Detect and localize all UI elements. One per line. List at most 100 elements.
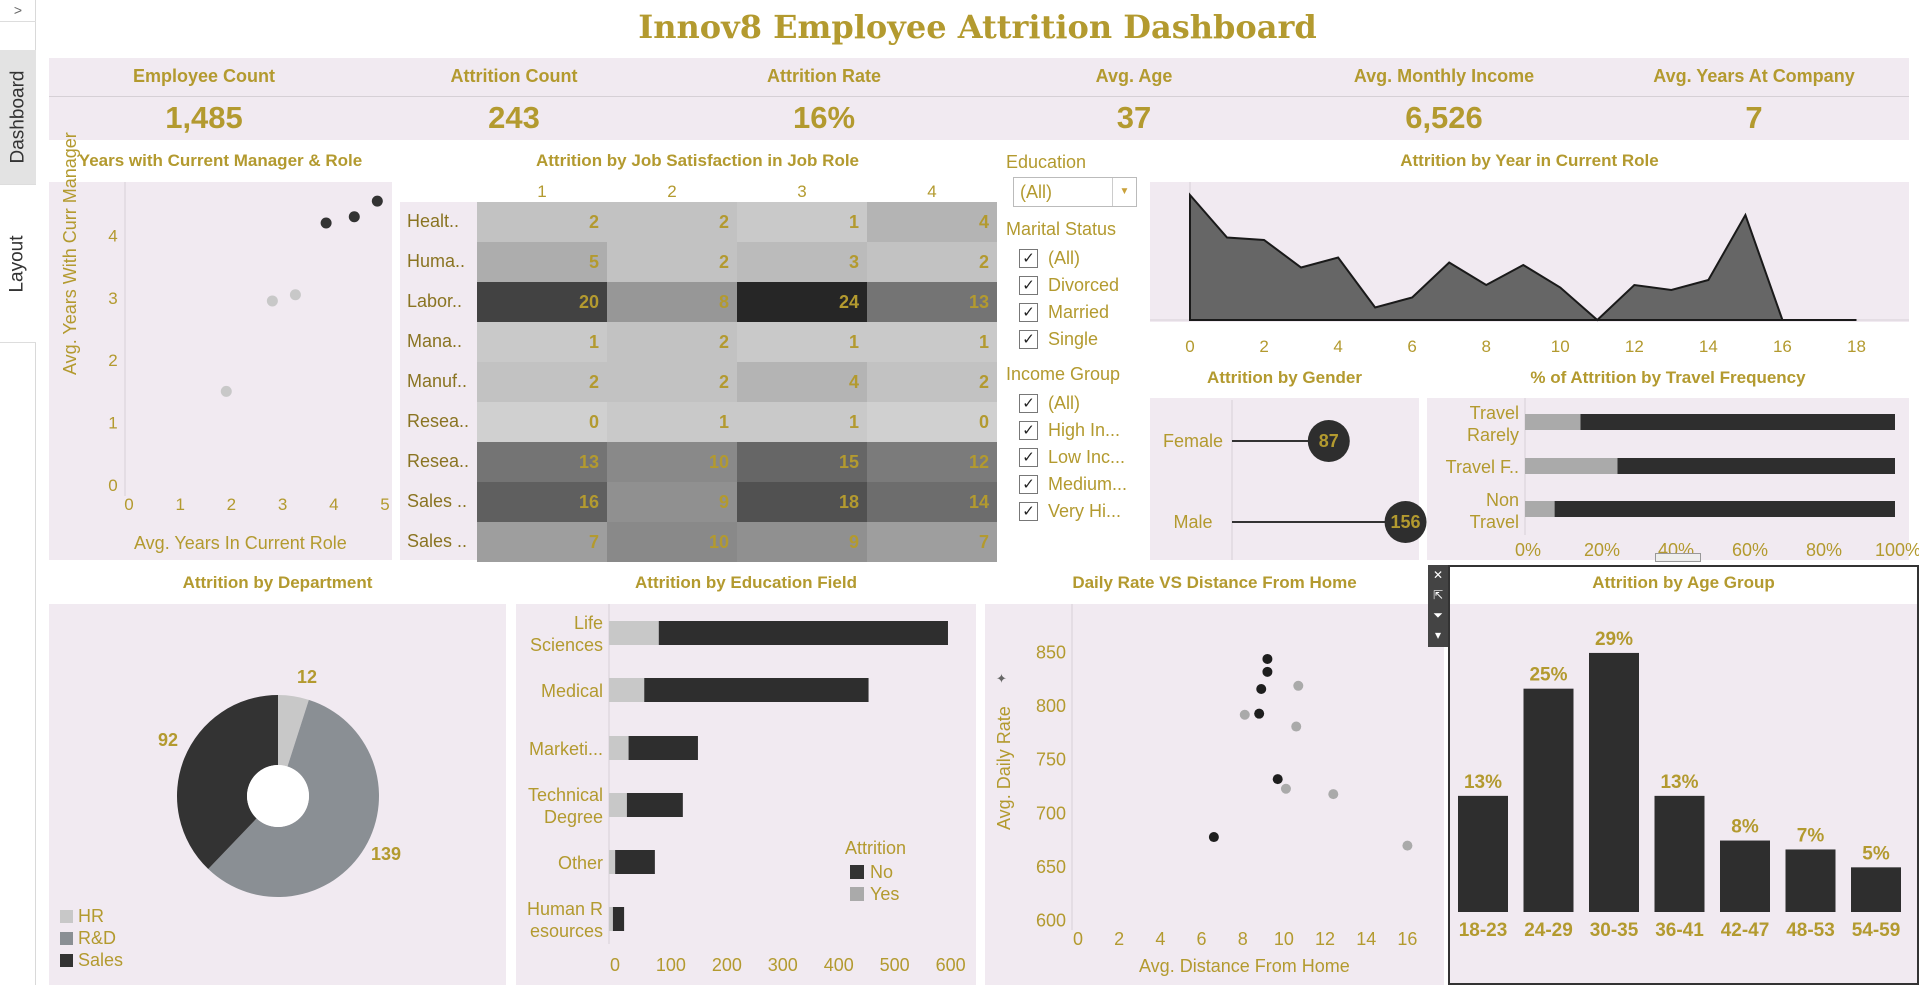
scatter-point[interactable] (1254, 708, 1265, 719)
scatter-point[interactable] (1256, 684, 1267, 694)
heatmap-cell[interactable]: 2 (607, 322, 737, 362)
income-option[interactable]: ✓ Medium... (1019, 473, 1127, 495)
heatmap-cell[interactable]: 9 (737, 522, 867, 562)
scatter-point[interactable] (1402, 840, 1413, 851)
heatmap-cell[interactable]: 16 (477, 482, 607, 522)
pin-icon[interactable]: ✦ (996, 671, 1007, 686)
heatmap-cell[interactable]: 10 (607, 522, 737, 562)
travel-bar-yes[interactable] (1525, 414, 1581, 430)
heatmap-cell[interactable]: 18 (737, 482, 867, 522)
heatmap-cell[interactable]: 3 (737, 242, 867, 282)
checkbox-checked-icon[interactable]: ✓ (1019, 420, 1038, 440)
heatmap-cell[interactable]: 4 (737, 362, 867, 402)
filter-icon[interactable]: ⏷ (1433, 608, 1443, 622)
heatmap-cell[interactable]: 13 (477, 442, 607, 482)
education-bar-no[interactable] (644, 678, 869, 702)
lollipop-head[interactable] (1307, 420, 1350, 462)
age-group-bar[interactable] (1654, 795, 1705, 912)
checkbox-checked-icon[interactable]: ✓ (1019, 501, 1038, 521)
education-bar-yes[interactable] (609, 736, 629, 760)
heatmap-cell[interactable]: 1 (737, 322, 867, 362)
heatmap-cell[interactable]: 15 (737, 442, 867, 482)
donut-slice-hr[interactable] (278, 695, 309, 767)
heatmap-cell[interactable]: 2 (607, 242, 737, 282)
education-bar-yes[interactable] (609, 793, 627, 817)
travel-bar-yes[interactable] (1525, 458, 1618, 474)
heatmap-cell[interactable]: 7 (867, 522, 997, 562)
travel-bar-no[interactable] (1580, 414, 1896, 430)
heatmap-cell[interactable]: 20 (477, 282, 607, 322)
heatmap-cell[interactable]: 2 (477, 362, 607, 402)
education-dropdown[interactable]: (All) ▼ (1013, 177, 1137, 207)
checkbox-checked-icon[interactable]: ✓ (1019, 447, 1038, 467)
close-icon[interactable]: ✕ (1432, 568, 1444, 582)
heatmap-cell[interactable]: 14 (867, 482, 997, 522)
area-series[interactable] (1189, 192, 1857, 322)
checkbox-checked-icon[interactable]: ✓ (1019, 393, 1038, 413)
heatmap-cell[interactable]: 1 (607, 402, 737, 442)
education-bar-no[interactable] (615, 850, 655, 874)
heatmap-cell[interactable]: 12 (867, 442, 997, 482)
kpi-attrition-rate[interactable]: Attrition Rate 16% (669, 58, 979, 136)
education-bar-yes[interactable] (609, 621, 659, 645)
checkbox-checked-icon[interactable]: ✓ (1019, 275, 1038, 295)
income-option[interactable]: ✓ (All) (1019, 392, 1080, 414)
heatmap-cell[interactable]: 0 (867, 402, 997, 442)
education-bar-yes[interactable] (609, 907, 613, 931)
legend-item-yes[interactable]: Yes (850, 884, 899, 905)
kpi-attrition-count[interactable]: Attrition Count 243 (359, 58, 669, 136)
heatmap-cell[interactable]: 10 (607, 442, 737, 482)
checkbox-checked-icon[interactable]: ✓ (1019, 302, 1038, 322)
marital-option[interactable]: ✓ (All) (1019, 247, 1080, 269)
scatter-point[interactable] (1208, 832, 1219, 843)
age-group-bar[interactable] (1589, 652, 1639, 912)
kpi-employee-count[interactable]: Employee Count 1,485 (49, 58, 359, 136)
education-bar-no[interactable] (658, 621, 948, 645)
scatter-point[interactable] (266, 295, 278, 307)
checkbox-checked-icon[interactable]: ✓ (1019, 329, 1038, 349)
scatter-point[interactable] (220, 385, 232, 397)
tab-dashboard[interactable]: Dashboard (0, 50, 36, 185)
scatter-point[interactable] (1262, 653, 1273, 664)
scatter-point[interactable] (1280, 783, 1291, 794)
education-bar-no[interactable] (612, 907, 625, 931)
age-group-bar[interactable] (1720, 840, 1770, 912)
scatter-point[interactable] (348, 211, 360, 223)
heatmap-cell[interactable]: 13 (867, 282, 997, 322)
heatmap-cell[interactable]: 1 (867, 322, 997, 362)
donut-slice-sales[interactable] (176, 695, 278, 870)
heatmap-cell[interactable]: 2 (867, 362, 997, 402)
tab-layout[interactable]: Layout (0, 185, 36, 343)
kpi-avg-years-at-company[interactable]: Avg. Years At Company 7 (1599, 58, 1909, 136)
heatmap-cell[interactable]: 7 (477, 522, 607, 562)
scatter-point[interactable] (1239, 709, 1250, 720)
scatter-point[interactable] (320, 217, 332, 229)
income-option[interactable]: ✓ Very Hi... (1019, 500, 1121, 522)
marital-option[interactable]: ✓ Divorced (1019, 274, 1119, 296)
heatmap-cell[interactable]: 2 (607, 202, 737, 242)
scatter-point[interactable] (1293, 680, 1304, 691)
education-bar-no[interactable] (626, 793, 683, 817)
legend-item-no[interactable]: No (850, 862, 893, 883)
education-bar-yes[interactable] (609, 678, 645, 702)
donut-slice-rd[interactable] (208, 699, 379, 897)
heatmap-cell[interactable]: 2 (607, 362, 737, 402)
heatmap-cell[interactable]: 0 (477, 402, 607, 442)
scatter-point[interactable] (1272, 774, 1283, 785)
gender-lollipop[interactable]: 156 (1232, 501, 1427, 543)
heatmap-cell[interactable]: 1 (737, 402, 867, 442)
heatmap-cell[interactable]: 24 (737, 282, 867, 322)
gender-lollipop[interactable]: 87 (1232, 420, 1350, 462)
scatter-point[interactable] (1262, 666, 1273, 677)
education-bar-no[interactable] (628, 736, 698, 760)
age-group-bar[interactable] (1523, 688, 1574, 912)
more-options-icon[interactable]: ▾ (1434, 628, 1442, 642)
heatmap-cell[interactable]: 4 (867, 202, 997, 242)
scatter-point[interactable] (371, 195, 383, 207)
heatmap-cell[interactable]: 8 (607, 282, 737, 322)
